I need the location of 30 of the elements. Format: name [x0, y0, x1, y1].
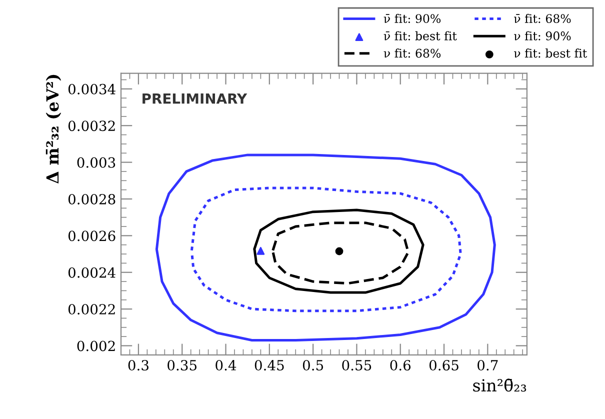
y-tick-label: 0.002 [77, 340, 115, 352]
y-tick-label: 0.0024 [68, 267, 116, 278]
legend-label: ν fit: 68% [384, 48, 441, 58]
x-tick-label: 0.55 [342, 360, 372, 371]
y-tick-label: 0.0022 [68, 304, 115, 315]
line-series [190, 186, 462, 312]
x-tick-label: 0.6 [390, 360, 411, 371]
y-axis-title: Δ m̄²₃₂ (eV²) [46, 74, 62, 184]
x-tick-label: 0.5 [302, 360, 324, 371]
x-tick-label: 0.4 [216, 360, 236, 371]
legend-label: ν̄ fit: 68% [514, 14, 571, 24]
line-series [253, 208, 424, 294]
line-series [156, 154, 496, 342]
x-tick-label: 0.35 [168, 360, 196, 371]
x-tick-label: 0.65 [429, 360, 458, 371]
x-tick-label: 0.45 [254, 360, 284, 371]
legend-label: ν fit: best fit [514, 48, 588, 58]
y-tick-label: 0.0026 [68, 230, 116, 242]
x-tick-label: 0.7 [478, 360, 498, 371]
legend-label: ν̄ fit: best fit [384, 31, 457, 40]
y-tick-label: 0.0028 [68, 194, 116, 204]
legend-label: ν fit: 90% [514, 31, 571, 40]
y-tick-label: 0.0034 [68, 84, 116, 94]
x-axis-title: sin²θ̄₂₃ [473, 378, 526, 392]
legend-label: ν̄ fit: 90% [384, 14, 441, 24]
annotation: PRELIMINARY [142, 93, 248, 104]
y-tick-label: 0.0032 [68, 120, 115, 132]
line-series [272, 222, 410, 285]
y-tick-label: 0.003 [77, 157, 116, 168]
x-tick-label: 0.3 [128, 360, 148, 371]
